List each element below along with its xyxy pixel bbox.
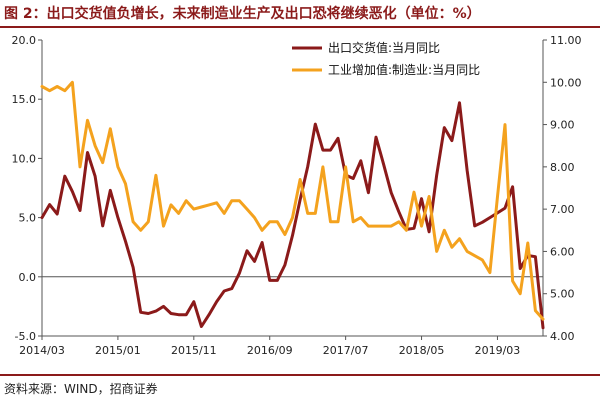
y-right-tick-label: 9.00 bbox=[550, 119, 575, 132]
x-tick-label: 2019/03 bbox=[475, 344, 521, 357]
y-right-tick-label: 8.00 bbox=[550, 161, 575, 174]
chart-title: 图 2：出口交货值负增长，未来制造业生产及出口恐将继续恶化（单位：%） bbox=[4, 6, 481, 22]
y-right-tick-label: 5.00 bbox=[550, 288, 575, 301]
legend-label-2: 工业增加值:制造业:当月同比 bbox=[328, 62, 480, 77]
x-tick-label: 2015/11 bbox=[171, 344, 217, 357]
y-left-tick-label: 15.0 bbox=[12, 93, 37, 106]
y-left-tick-label: 5.0 bbox=[19, 212, 37, 225]
title-bar: 图 2：出口交货值负增长，未来制造业生产及出口恐将继续恶化（单位：%） bbox=[0, 0, 600, 28]
y-left-tick-label: 20.0 bbox=[12, 34, 37, 47]
y-right-tick-label: 4.00 bbox=[550, 330, 575, 343]
y-right-tick-label: 7.00 bbox=[550, 203, 575, 216]
x-tick-label: 2016/09 bbox=[247, 344, 293, 357]
x-tick-label: 2015/01 bbox=[95, 344, 141, 357]
source-note: 资料来源：WIND，招商证券 bbox=[4, 382, 158, 396]
y-right-tick-label: 6.00 bbox=[550, 245, 575, 258]
y-left-tick-label: -5.0 bbox=[15, 330, 36, 343]
y-right-tick-label: 10.00 bbox=[550, 76, 582, 89]
x-tick-label: 2018/05 bbox=[399, 344, 445, 357]
source-divider bbox=[0, 374, 600, 376]
x-tick-label: 2014/03 bbox=[19, 344, 65, 357]
y-left-tick-label: 0.0 bbox=[19, 271, 37, 284]
y-right-tick-label: 11.00 bbox=[550, 34, 582, 47]
x-tick-label: 2017/07 bbox=[323, 344, 369, 357]
y-left-tick-label: 10.0 bbox=[12, 152, 37, 165]
series-line-1 bbox=[40, 101, 545, 330]
series-line-2 bbox=[40, 80, 545, 321]
dual-axis-line-chart: -5.0 0.0 5.0 10.0 15.0 20.0 4.00 5.00 6.00 7.00 8.… bbox=[12, 34, 582, 357]
legend-label-1: 出口交货值:当月同比 bbox=[328, 40, 440, 55]
